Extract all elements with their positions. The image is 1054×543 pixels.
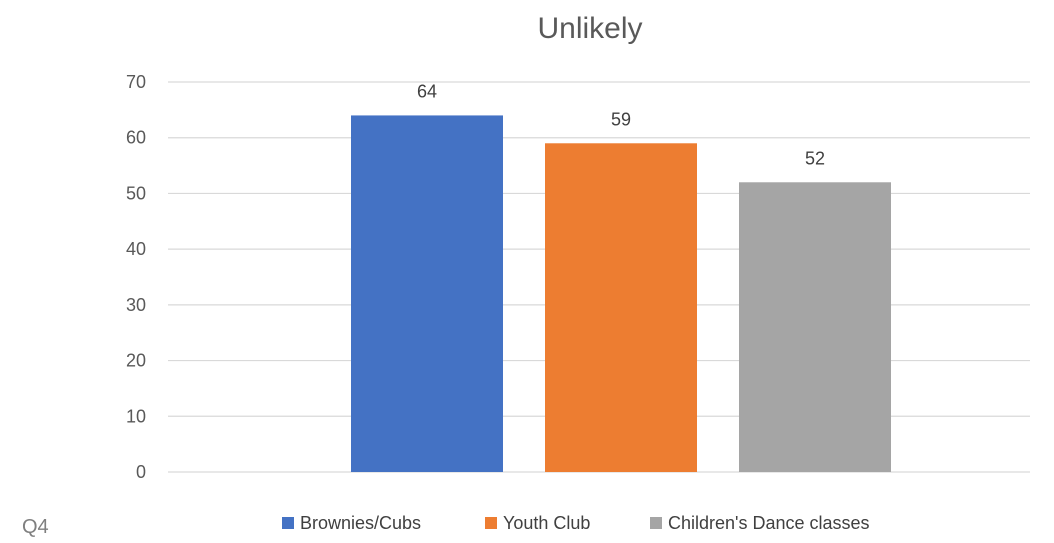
data-label-2: 52 <box>805 148 825 168</box>
y-tick-label: 60 <box>126 128 146 148</box>
y-axis-ticks: 0 10 20 30 40 50 60 70 <box>126 72 146 482</box>
legend-label-1: Youth Club <box>503 513 590 533</box>
legend-swatch-1 <box>485 517 497 529</box>
data-labels: 64 59 52 <box>417 81 825 168</box>
y-tick-label: 0 <box>136 462 146 482</box>
y-tick-label: 20 <box>126 351 146 371</box>
legend: Brownies/Cubs Youth Club Children's Dance … <box>282 513 870 533</box>
legend-swatch-2 <box>650 517 662 529</box>
data-label-0: 64 <box>417 81 437 101</box>
y-tick-label: 50 <box>126 183 146 203</box>
footnote-label: Q4 <box>22 516 49 538</box>
chart-title: Unlikely <box>537 12 642 45</box>
legend-label-2: Children's Dance classes <box>668 513 870 533</box>
bars <box>351 115 891 473</box>
y-tick-label: 40 <box>126 239 146 259</box>
data-label-1: 59 <box>611 109 631 129</box>
legend-swatch-0 <box>282 517 294 529</box>
legend-label-0: Brownies/Cubs <box>300 513 421 533</box>
y-tick-label: 70 <box>126 72 146 92</box>
bar-0 <box>351 115 503 472</box>
bar-2 <box>739 182 891 473</box>
bar-1 <box>545 143 697 473</box>
y-tick-label: 10 <box>126 406 146 426</box>
y-tick-label: 30 <box>126 295 146 315</box>
